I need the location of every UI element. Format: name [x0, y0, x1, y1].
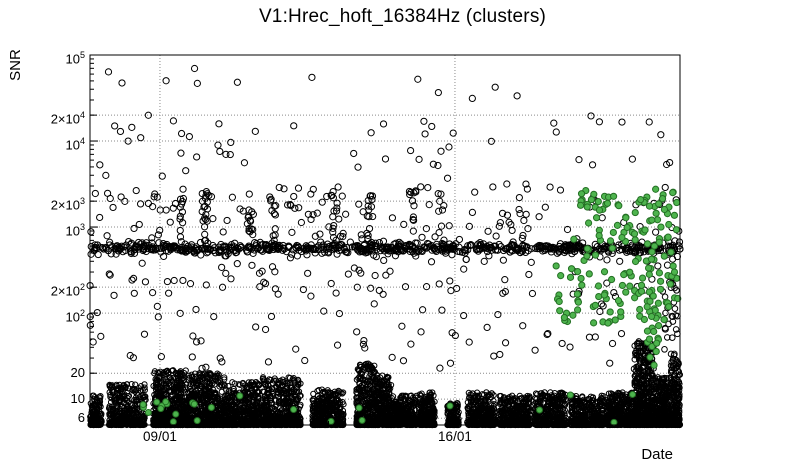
y-tick-label: 2×102: [50, 282, 85, 299]
x-tick-label: 09/01: [143, 429, 177, 444]
y-tick-label: 103: [65, 222, 85, 239]
y-tick-label: 105: [65, 50, 85, 67]
x-axis-label: Date: [641, 446, 673, 463]
y-tick-label: 10: [70, 391, 85, 407]
y-tick-label: 20: [70, 365, 85, 381]
chart-title: V1:Hrec_hoft_16384Hz (clusters): [258, 6, 547, 27]
y-tick-label: 102: [65, 308, 85, 325]
y-tick-label: 6: [77, 410, 85, 426]
y-tick-label: 2×104: [50, 110, 85, 127]
y-tick-label: 2×103: [50, 196, 85, 213]
y-tick-label: 104: [65, 136, 85, 153]
x-tick-label: 16/01: [438, 429, 472, 444]
